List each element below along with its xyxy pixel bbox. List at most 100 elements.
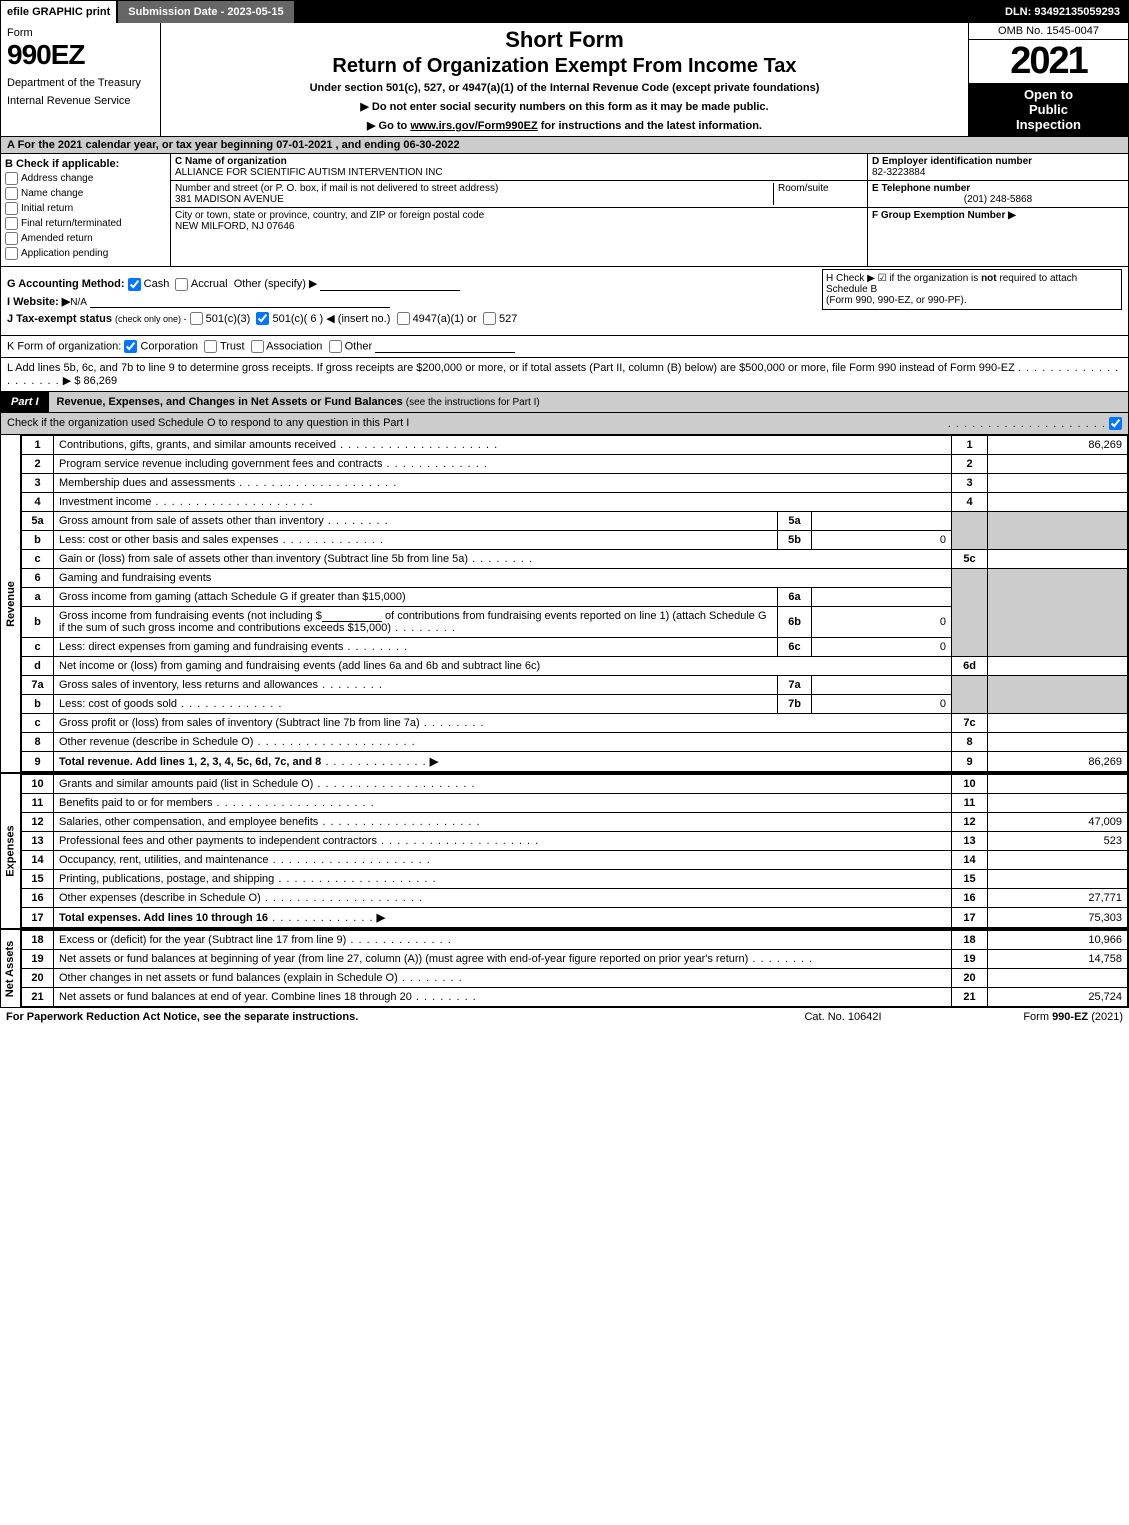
- cb-cash[interactable]: [128, 278, 141, 291]
- section-k: K Form of organization: Corporation Trus…: [1, 336, 1128, 358]
- k-other-input[interactable]: [375, 341, 515, 353]
- checkbox-address-change[interactable]: Address change: [5, 172, 166, 185]
- line-6a-inner-no: 6a: [778, 588, 812, 607]
- k-corp: Corporation: [140, 341, 197, 353]
- expenses-side-label: Expenses: [1, 774, 21, 928]
- form-number: 990EZ: [7, 39, 154, 71]
- line-20-val: [988, 969, 1128, 988]
- sections-def: D Employer identification number 82-3223…: [868, 154, 1128, 266]
- line-7c-colno: 7c: [952, 714, 988, 733]
- footer-right-post: (2021): [1088, 1011, 1123, 1023]
- checkbox-amended-return[interactable]: Amended return: [5, 232, 166, 245]
- net-assets-table: 18 Excess or (deficit) for the year (Sub…: [21, 930, 1128, 1007]
- line-9-val: 86,269: [988, 752, 1128, 772]
- submission-date: Submission Date - 2023-05-15: [118, 1, 293, 23]
- line-8-no: 8: [22, 733, 54, 752]
- checkbox-initial-return[interactable]: Initial return: [5, 202, 166, 215]
- line-14-desc: Occupancy, rent, utilities, and maintena…: [54, 851, 952, 870]
- lbl-amended-return: Amended return: [21, 233, 93, 244]
- cb-final-return[interactable]: [5, 217, 18, 230]
- cb-application-pending[interactable]: [5, 247, 18, 260]
- h-not: not: [981, 273, 997, 284]
- line-17: 17 Total expenses. Add lines 10 through …: [22, 908, 1128, 928]
- inspect-line1: Open to: [971, 87, 1126, 102]
- cb-527[interactable]: [483, 312, 496, 325]
- line-19-dots: [748, 953, 813, 965]
- line-6: 6 Gaming and fundraising events: [22, 569, 1128, 588]
- cb-initial-return[interactable]: [5, 202, 18, 215]
- cb-name-change[interactable]: [5, 187, 18, 200]
- cb-4947[interactable]: [397, 312, 410, 325]
- line-20-desc: Other changes in net assets or fund bala…: [54, 969, 952, 988]
- cb-corporation[interactable]: [124, 340, 137, 353]
- line-8-colno: 8: [952, 733, 988, 752]
- cb-501c3[interactable]: [190, 312, 203, 325]
- line-6a-inner-val: [812, 588, 952, 607]
- line-5b-text: Less: cost or other basis and sales expe…: [59, 534, 384, 546]
- line-20-colno: 20: [952, 969, 988, 988]
- cb-amended-return[interactable]: [5, 232, 18, 245]
- line-5a: 5a Gross amount from sale of assets othe…: [22, 512, 1128, 531]
- line-8: 8 Other revenue (describe in Schedule O)…: [22, 733, 1128, 752]
- footer-paperwork: For Paperwork Reduction Act Notice, see …: [6, 1011, 743, 1023]
- part-1-title-text: Revenue, Expenses, and Changes in Net As…: [57, 396, 403, 408]
- street-row: Number and street (or P. O. box, if mail…: [171, 181, 867, 208]
- cb-accrual[interactable]: [175, 278, 188, 291]
- k-trust: Trust: [220, 341, 245, 353]
- j-opt1: 501(c)(3): [206, 313, 251, 325]
- expenses-label-text: Expenses: [5, 826, 17, 877]
- line-17-colno: 17: [952, 908, 988, 928]
- org-name: ALLIANCE FOR SCIENTIFIC AUTISM INTERVENT…: [175, 167, 443, 178]
- checkbox-application-pending[interactable]: Application pending: [5, 247, 166, 260]
- line-7b-inner-no: 7b: [778, 695, 812, 714]
- line-20-no: 20: [22, 969, 54, 988]
- lbl-address-change: Address change: [21, 173, 93, 184]
- line-5a-inner-val: [812, 512, 952, 531]
- h-text3: (Form 990, 990-EZ, or 990-PF).: [826, 295, 967, 306]
- line-6abc-grey: [952, 569, 988, 657]
- line-5c-desc: Gain or (loss) from sale of assets other…: [54, 550, 952, 569]
- section-f: F Group Exemption Number ▶: [868, 208, 1128, 223]
- line-19-text: Net assets or fund balances at beginning…: [59, 953, 748, 965]
- revenue-table: 1 Contributions, gifts, grants, and simi…: [21, 435, 1128, 772]
- line-11-desc: Benefits paid to or for members: [54, 794, 952, 813]
- dln-number: DLN: 93492135059293: [997, 6, 1128, 18]
- line-19-desc: Net assets or fund balances at beginning…: [54, 950, 952, 969]
- line-17-arrow: [374, 912, 386, 924]
- cb-schedule-o[interactable]: [1109, 417, 1122, 430]
- line-7c-desc: Gross profit or (loss) from sales of inv…: [54, 714, 952, 733]
- line-7ab-grey-val: [988, 676, 1128, 714]
- line-6c-inner-val: 0: [812, 638, 952, 657]
- checkbox-name-change[interactable]: Name change: [5, 187, 166, 200]
- l-amount: 86,269: [84, 375, 118, 387]
- section-b: B Check if applicable: Address change Na…: [1, 154, 171, 266]
- g-other-input[interactable]: [320, 279, 460, 291]
- line-8-desc: Other revenue (describe in Schedule O): [54, 733, 952, 752]
- ein-value: 82-3223884: [872, 167, 925, 178]
- cb-association[interactable]: [251, 340, 264, 353]
- cb-trust[interactable]: [204, 340, 217, 353]
- checkbox-final-return[interactable]: Final return/terminated: [5, 217, 166, 230]
- line-18-no: 18: [22, 931, 54, 950]
- line-4-desc: Investment income: [54, 493, 952, 512]
- line-1-colno: 1: [952, 436, 988, 455]
- line-2-val: [988, 455, 1128, 474]
- topbar: efile GRAPHIC print Submission Date - 20…: [1, 1, 1128, 23]
- line-6b-blank[interactable]: [322, 610, 382, 622]
- line-1-no: 1: [22, 436, 54, 455]
- section-a-tax-year: A For the 2021 calendar year, or tax yea…: [1, 137, 1128, 154]
- line-4-val: [988, 493, 1128, 512]
- line-6d-no: d: [22, 657, 54, 676]
- line-7b-no: b: [22, 695, 54, 714]
- i-value: N/A: [70, 297, 87, 308]
- irs-link[interactable]: www.irs.gov/Form990EZ: [410, 120, 537, 132]
- cb-other-org[interactable]: [329, 340, 342, 353]
- line-6c-no: c: [22, 638, 54, 657]
- line-9-arrow: [427, 756, 439, 768]
- line-8-text: Other revenue (describe in Schedule O): [59, 736, 416, 748]
- cb-501c[interactable]: [256, 312, 269, 325]
- line-7b-text: Less: cost of goods sold: [59, 698, 282, 710]
- line-6b-inner-no: 6b: [778, 607, 812, 638]
- cb-address-change[interactable]: [5, 172, 18, 185]
- line-17-text: Total expenses. Add lines 10 through 16: [59, 912, 268, 924]
